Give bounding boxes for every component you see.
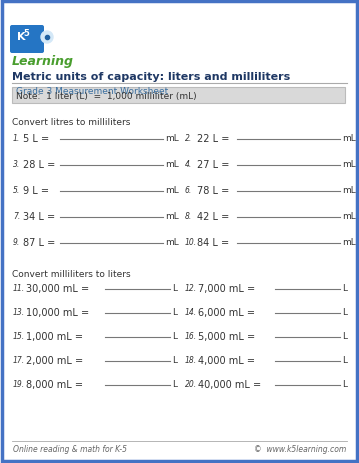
Text: 84 L =: 84 L = [197, 238, 229, 247]
Text: 78 L =: 78 L = [197, 186, 229, 195]
Text: 2.: 2. [185, 134, 192, 143]
Text: 7,000 mL =: 7,000 mL = [198, 283, 255, 294]
Text: Metric units of capacity: liters and milliliters: Metric units of capacity: liters and mil… [12, 72, 290, 82]
Text: L: L [172, 379, 177, 388]
Text: mL: mL [165, 160, 179, 169]
Text: L: L [342, 379, 347, 388]
Text: mL: mL [342, 160, 356, 169]
Text: 7.: 7. [13, 212, 20, 220]
Text: 4,000 mL =: 4,000 mL = [198, 355, 255, 365]
Text: mL: mL [342, 212, 356, 220]
Text: 4.: 4. [185, 160, 192, 169]
Text: 30,000 mL =: 30,000 mL = [26, 283, 89, 294]
Text: 8,000 mL =: 8,000 mL = [26, 379, 83, 389]
Text: 22 L =: 22 L = [197, 134, 229, 144]
Text: 10,000 mL =: 10,000 mL = [26, 307, 89, 317]
Text: 6.: 6. [185, 186, 192, 194]
Text: 5 L =: 5 L = [23, 134, 49, 144]
Text: 17.: 17. [13, 355, 25, 364]
Text: 18.: 18. [185, 355, 197, 364]
Text: 2,000 mL =: 2,000 mL = [26, 355, 83, 365]
Text: 5.: 5. [13, 186, 20, 194]
Text: Note:  1 liter (L)  =  1,000 milliliter (mL): Note: 1 liter (L) = 1,000 milliliter (mL… [16, 91, 197, 100]
Text: Learning: Learning [12, 55, 74, 68]
Text: mL: mL [342, 238, 356, 246]
Text: 27 L =: 27 L = [197, 160, 229, 169]
Text: mL: mL [342, 134, 356, 143]
Text: 1,000 mL =: 1,000 mL = [26, 332, 83, 341]
Text: 9 L =: 9 L = [23, 186, 49, 195]
Text: L: L [172, 283, 177, 292]
FancyBboxPatch shape [12, 88, 345, 104]
Text: L: L [342, 307, 347, 316]
Text: L: L [172, 307, 177, 316]
Text: 5,000 mL =: 5,000 mL = [198, 332, 255, 341]
FancyBboxPatch shape [10, 26, 44, 54]
Text: L: L [342, 332, 347, 340]
Text: mL: mL [165, 238, 179, 246]
Text: 16.: 16. [185, 332, 197, 340]
Text: mL: mL [342, 186, 356, 194]
Text: 12.: 12. [185, 283, 197, 292]
Text: Online reading & math for K-5: Online reading & math for K-5 [13, 444, 127, 453]
Text: 20.: 20. [185, 379, 197, 388]
Text: 28 L =: 28 L = [23, 160, 55, 169]
Text: 1.: 1. [13, 134, 20, 143]
Text: 11.: 11. [13, 283, 25, 292]
Text: K: K [17, 32, 25, 42]
Text: 3.: 3. [13, 160, 20, 169]
Text: 34 L =: 34 L = [23, 212, 55, 221]
Text: L: L [342, 355, 347, 364]
Text: L: L [172, 355, 177, 364]
Text: Convert litres to milliliters: Convert litres to milliliters [12, 118, 130, 127]
Text: 8.: 8. [185, 212, 192, 220]
Text: 6,000 mL =: 6,000 mL = [198, 307, 255, 317]
Circle shape [41, 32, 53, 44]
Text: L: L [342, 283, 347, 292]
Text: 5: 5 [23, 28, 29, 38]
Text: Convert milliliters to liters: Convert milliliters to liters [12, 269, 131, 278]
Text: ©  www.k5learning.com: © www.k5learning.com [254, 444, 346, 453]
Text: 13.: 13. [13, 307, 25, 316]
Text: 14.: 14. [185, 307, 197, 316]
Text: 9.: 9. [13, 238, 20, 246]
Text: 15.: 15. [13, 332, 25, 340]
Text: mL: mL [165, 186, 179, 194]
Text: mL: mL [165, 134, 179, 143]
Text: Grade 3 Measurement Worksheet: Grade 3 Measurement Worksheet [16, 87, 168, 96]
Text: 40,000 mL =: 40,000 mL = [198, 379, 261, 389]
Text: 42 L =: 42 L = [197, 212, 229, 221]
Text: 10.: 10. [185, 238, 197, 246]
Text: L: L [172, 332, 177, 340]
Text: 19.: 19. [13, 379, 25, 388]
Text: 87 L =: 87 L = [23, 238, 55, 247]
Text: mL: mL [165, 212, 179, 220]
